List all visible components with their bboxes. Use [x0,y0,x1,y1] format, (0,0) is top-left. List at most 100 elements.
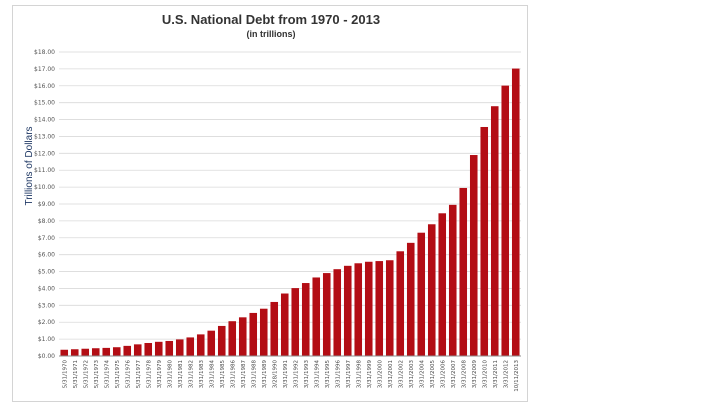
bar [228,321,237,356]
x-tick-label: 3/31/2000 [377,360,383,389]
x-tick-label: 5/31/1970 [62,360,68,389]
y-tick-label: $13.00 [34,133,55,140]
x-tick-label: 5/31/1975 [115,360,121,389]
y-tick-label: $16.00 [34,83,55,90]
bar [280,293,289,356]
x-tick-label: 5/31/1974 [104,360,110,389]
y-tick-label: $8.00 [38,218,55,225]
bar [133,344,142,356]
x-tick-label: 3/31/2008 [461,360,467,389]
y-tick-label: $11.00 [34,167,55,174]
x-tick-label: 3/31/1983 [199,360,205,389]
y-tick-label: $4.00 [38,285,55,292]
x-tick-label: 5/31/1971 [73,360,79,388]
bar [291,288,300,356]
bar [270,301,279,356]
bar-series [60,68,520,356]
bar [322,273,331,356]
y-tick-label: $6.00 [38,252,55,259]
bar [238,317,247,356]
bar [364,261,373,356]
x-tick-label: 3/28/1990 [272,360,278,389]
chart-subtitle: (in trillions) [247,29,296,39]
x-tick-label: 3/31/2009 [472,360,478,389]
bar [81,348,90,356]
bar [91,348,100,356]
x-tick-label: 3/31/2006 [440,360,446,389]
y-axis-ticks: $0.00 $1.00 $2.00 $3.00 $4.00 $5.00 $6.00 $7.00… [34,49,55,360]
x-tick-label: 3/31/2010 [482,360,488,389]
x-tick-label: 3/31/1979 [157,360,163,389]
bar [385,260,394,356]
bar [123,345,132,356]
bar [60,349,69,356]
y-tick-label: $18.00 [34,49,55,56]
x-tick-label: 3/31/1981 [178,360,184,388]
bar [70,349,79,356]
bar [406,242,415,356]
x-tick-label: 5/31/1977 [136,360,142,389]
x-tick-label: 3/31/1989 [262,360,268,389]
bar [501,85,510,356]
x-tick-label: 3/31/1982 [188,360,194,388]
x-tick-label: 3/31/1995 [325,360,331,389]
x-tick-label: 3/31/2005 [430,360,436,389]
bar [417,232,426,356]
chart-frame: U.S. National Debt from 1970 - 2013 (in … [12,5,528,402]
x-tick-label: 3/31/2004 [419,360,425,389]
bar [112,347,121,356]
y-tick-label: $10.00 [34,184,55,191]
x-tick-label: 10/11/2013 [514,360,520,392]
y-tick-label: $14.00 [34,117,55,124]
y-tick-label: $2.00 [38,319,55,326]
x-tick-label: 3/31/1999 [367,360,373,389]
y-tick-label: $5.00 [38,269,55,276]
bar [459,187,468,356]
y-tick-label: $3.00 [38,302,55,309]
x-tick-label: 3/31/2007 [451,360,457,389]
x-tick-label: 3/31/1986 [230,360,236,389]
bar [490,106,499,356]
bar [144,342,153,356]
bar [469,155,478,356]
bar [396,251,405,356]
debt-bar-chart: U.S. National Debt from 1970 - 2013 (in … [24,12,521,392]
bar [196,334,205,356]
x-tick-label: 3/31/1998 [356,360,362,389]
bar [354,263,363,356]
x-tick-label: 3/31/1997 [346,360,352,389]
x-tick-label: 5/31/1973 [94,360,100,389]
x-tick-label: 3/31/2002 [398,360,404,388]
x-tick-label: 5/31/1972 [83,360,89,388]
bar [217,325,226,356]
x-tick-label: 3/31/1988 [251,360,257,389]
x-tick-label: 3/31/1980 [167,360,173,389]
x-tick-label: 3/31/1985 [220,360,226,389]
x-tick-label: 3/31/1996 [335,360,341,389]
chart-title: U.S. National Debt from 1970 - 2013 [162,12,380,27]
x-tick-label: 3/31/1987 [241,360,247,389]
bar [375,261,384,356]
bar [259,308,268,356]
bar [511,68,520,356]
bar [301,283,310,356]
x-tick-label: 5/31/1978 [146,360,152,389]
bar [480,126,489,356]
x-tick-label: 3/31/2003 [409,360,415,389]
y-axis-label: Trillions of Dollars [24,126,35,205]
x-tick-label: 3/31/2012 [503,360,509,388]
y-tick-label: $9.00 [38,201,55,208]
y-tick-label: $12.00 [34,150,55,157]
x-tick-label: 5/31/1976 [125,360,131,389]
x-tick-label: 3/31/1992 [293,360,299,388]
bar [333,269,342,356]
x-tick-label: 3/31/1991 [283,360,289,388]
bar [186,337,195,356]
bar [175,339,184,356]
x-tick-label: 3/31/1994 [314,360,320,389]
x-tick-label: 3/31/2001 [388,360,394,388]
x-tick-label: 3/31/1993 [304,360,310,389]
bar [312,277,321,356]
y-tick-label: $17.00 [34,66,55,73]
bar [154,341,163,356]
